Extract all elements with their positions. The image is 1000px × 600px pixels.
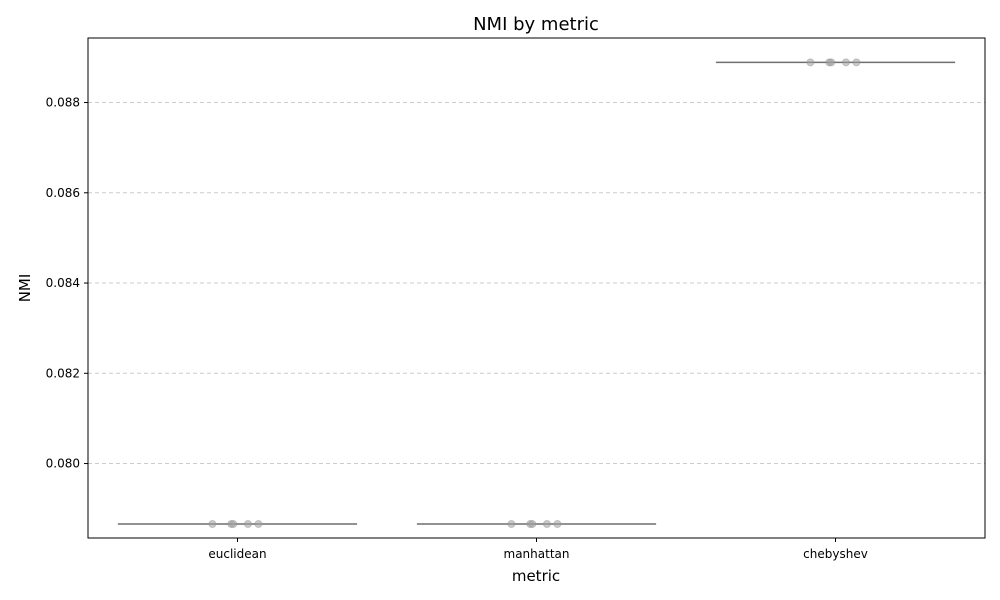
y-tick-label: 0.082 — [46, 366, 80, 380]
data-point — [841, 58, 850, 67]
x-axis-label: metric — [512, 567, 560, 585]
box-chebyshev — [715, 58, 956, 67]
y-tick-label: 0.086 — [46, 186, 80, 200]
data-point — [507, 520, 516, 529]
data-point — [827, 58, 836, 67]
x-axis-ticks: euclidean manhattan chebyshev — [208, 538, 868, 561]
data-point — [229, 520, 238, 529]
x-tick-label: chebyshev — [803, 547, 868, 561]
data-point — [553, 520, 562, 529]
y-tick-label: 0.084 — [46, 276, 80, 290]
box-plots — [117, 58, 956, 529]
data-point — [542, 520, 551, 529]
data-point — [852, 58, 861, 67]
data-point — [806, 58, 815, 67]
y-axis-ticks: 0.080 0.082 0.084 0.086 0.088 — [46, 96, 88, 471]
data-point — [243, 520, 252, 529]
x-tick-label: euclidean — [208, 547, 266, 561]
chart-title: NMI by metric — [473, 14, 599, 35]
grid-lines — [88, 102, 985, 465]
y-tick-label: 0.088 — [46, 96, 80, 110]
data-point — [528, 520, 537, 529]
y-tick-label: 0.080 — [46, 457, 80, 471]
data-point — [254, 520, 263, 529]
data-point — [208, 520, 217, 529]
y-axis-label: NMI — [16, 274, 34, 303]
box-manhattan — [416, 520, 657, 529]
x-tick-label: manhattan — [504, 547, 570, 561]
plot-frame — [87, 37, 986, 539]
box-euclidean — [117, 520, 358, 529]
